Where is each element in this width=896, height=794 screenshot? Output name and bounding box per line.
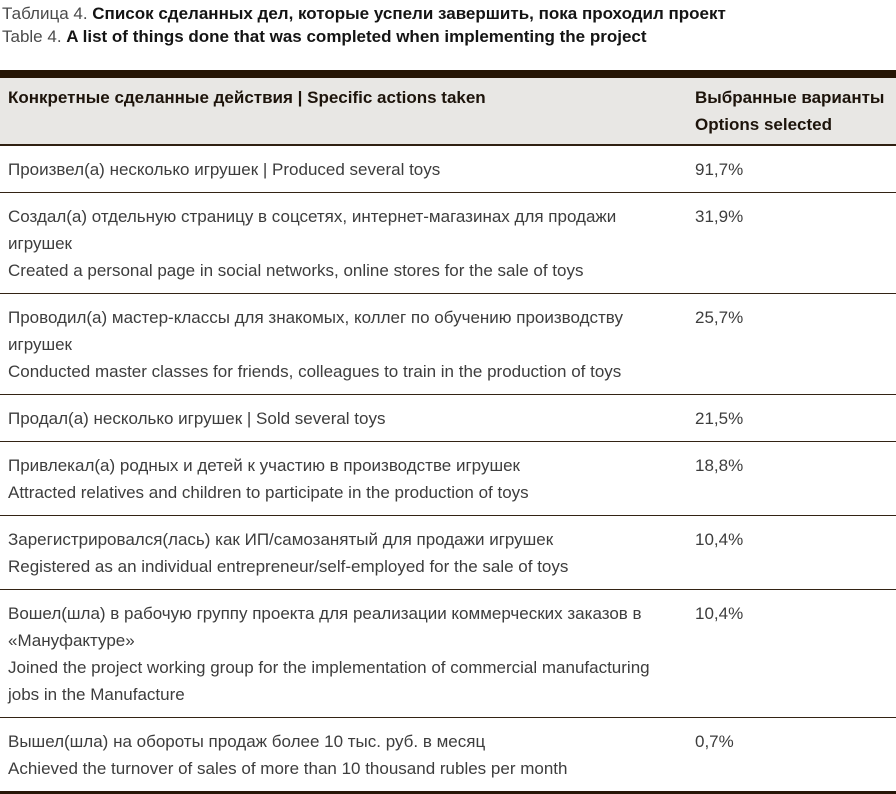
table-row: Зарегистрировался(лась) как ИП/самозанят… <box>0 516 896 590</box>
action-cell: Проводил(а) мастер-классы для знакомых, … <box>0 304 695 385</box>
action-line: Joined the project working group for the… <box>8 658 650 704</box>
table-row: Продал(а) несколько игрушек | Sold sever… <box>0 395 896 442</box>
action-cell: Привлекал(а) родных и детей к участию в … <box>0 452 695 506</box>
table-top-border <box>0 70 896 78</box>
value-cell: 21,5% <box>695 409 744 428</box>
table-body: Произвел(а) несколько игрушек | Produced… <box>0 146 896 794</box>
value-cell: 25,7% <box>695 308 744 327</box>
action-line: Вошел(шла) в рабочую группу проекта для … <box>8 604 642 650</box>
action-line: Registered as an individual entrepreneur… <box>8 557 569 576</box>
value-cell: 31,9% <box>695 207 744 226</box>
caption-en-title: A list of things done that was completed… <box>66 27 647 46</box>
action-line: Создал(а) отдельную страницу в соцсетях,… <box>8 207 617 253</box>
value-cell: 0,7% <box>695 732 734 751</box>
value-cell: 10,4% <box>695 530 744 549</box>
caption-line-ru: Таблица 4. Список сделанных дел, которые… <box>2 2 892 25</box>
table-row: Вышел(шла) на обороты продаж более 10 ты… <box>0 718 896 794</box>
results-table: Конкретные сделанные действия | Specific… <box>0 70 896 794</box>
action-line: Привлекал(а) родных и детей к участию в … <box>8 456 520 475</box>
action-line: Зарегистрировался(лась) как ИП/самозанят… <box>8 530 554 549</box>
table-caption: Таблица 4. Список сделанных дел, которые… <box>0 2 896 48</box>
value-cell: 18,8% <box>695 456 744 475</box>
action-line: Продал(а) несколько игрушек | Sold sever… <box>8 409 386 428</box>
action-cell: Вышел(шла) на обороты продаж более 10 ты… <box>0 728 695 782</box>
action-line: Created a personal page in social networ… <box>8 261 584 280</box>
action-line: Проводил(а) мастер-классы для знакомых, … <box>8 308 623 354</box>
table-row: Вошел(шла) в рабочую группу проекта для … <box>0 590 896 718</box>
action-cell: Продал(а) несколько игрушек | Sold sever… <box>0 405 695 432</box>
table-row: Привлекал(а) родных и детей к участию в … <box>0 442 896 516</box>
header-cell-actions: Конкретные сделанные действия | Specific… <box>8 88 486 107</box>
action-line: Achieved the turnover of sales of more t… <box>8 759 568 778</box>
action-line: Вышел(шла) на обороты продаж более 10 ты… <box>8 732 486 751</box>
value-cell: 91,7% <box>695 160 744 179</box>
caption-en-prefix: Table 4. <box>2 27 67 46</box>
caption-ru-title: Список сделанных дел, которые успели зав… <box>92 4 726 23</box>
caption-ru-prefix: Таблица 4. <box>2 4 93 23</box>
table-row: Проводил(а) мастер-классы для знакомых, … <box>0 294 896 395</box>
action-cell: Зарегистрировался(лась) как ИП/самозанят… <box>0 526 695 580</box>
header-options-ru: Выбранные варианты <box>695 88 885 107</box>
header-cell-options: Выбранные варианты Options selected <box>695 84 896 138</box>
table-header-row: Конкретные сделанные действия | Specific… <box>0 78 896 146</box>
action-cell: Создал(а) отдельную страницу в соцсетях,… <box>0 203 695 284</box>
table-row: Произвел(а) несколько игрушек | Produced… <box>0 146 896 193</box>
action-cell: Произвел(а) несколько игрушек | Produced… <box>0 156 695 183</box>
action-line: Attracted relatives and children to part… <box>8 483 529 502</box>
action-line: Произвел(а) несколько игрушек | Produced… <box>8 160 441 179</box>
value-cell: 10,4% <box>695 604 744 623</box>
action-line: Conducted master classes for friends, co… <box>8 362 622 381</box>
header-options-en: Options selected <box>695 115 832 134</box>
caption-line-en: Table 4. A list of things done that was … <box>2 25 892 48</box>
action-cell: Вошел(шла) в рабочую группу проекта для … <box>0 600 695 708</box>
table-row: Создал(а) отдельную страницу в соцсетях,… <box>0 193 896 294</box>
